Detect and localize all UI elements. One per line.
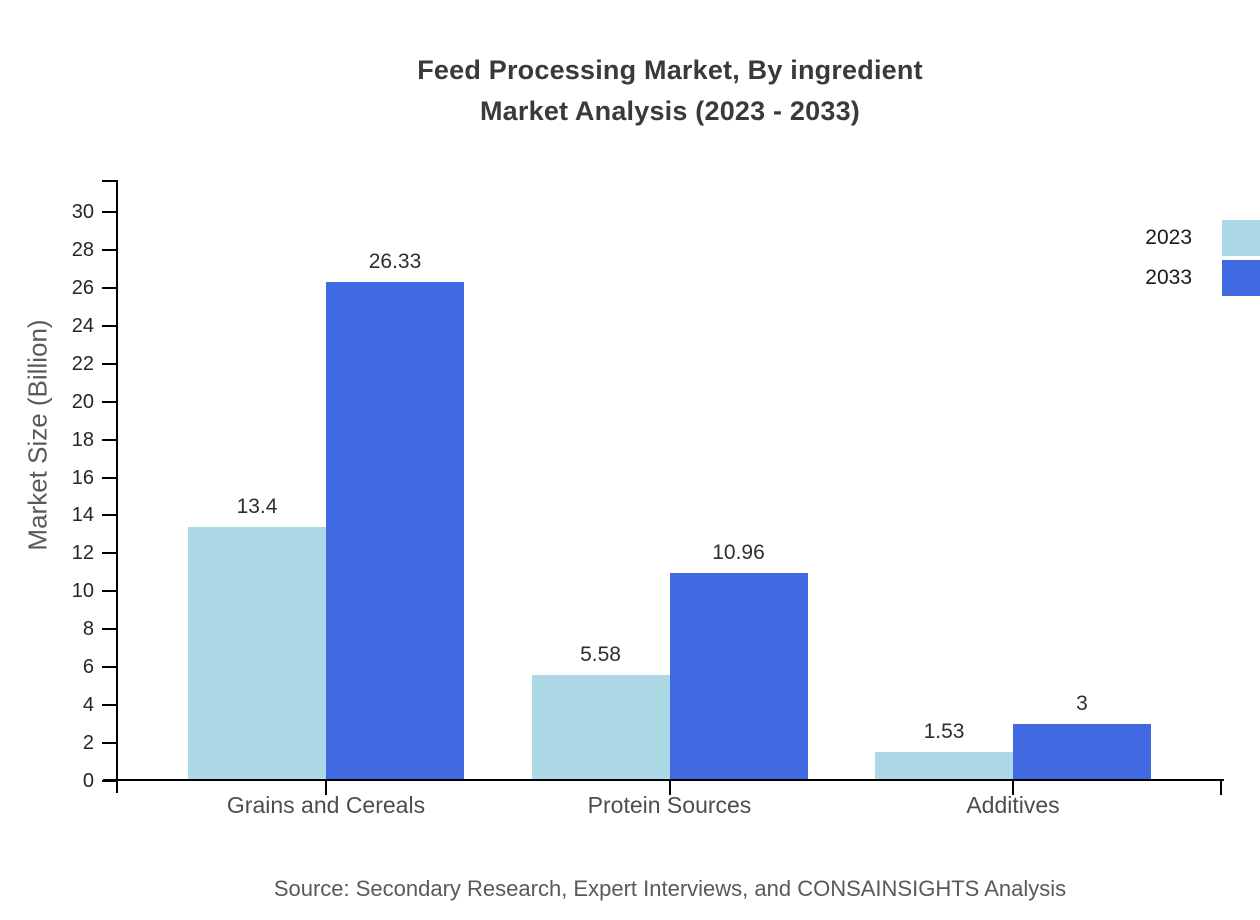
y-tick-label: 14: [71, 504, 94, 527]
legend-label: 2033: [1145, 266, 1192, 289]
y-tick-label: 22: [71, 352, 94, 375]
y-tick-mark: [102, 400, 116, 403]
bar-value-label: 26.33: [368, 250, 422, 273]
y-tick-mark: [102, 514, 116, 517]
bar-2033-0: [326, 282, 464, 781]
plot-area: 0 2 4 6 8 10 12 14 16 18 20 22 24 26 28 30 13.4 26.33 Grai…: [72, 180, 1224, 818]
y-tick-label: 20: [71, 390, 94, 413]
x-category-label: Grains and Cereals: [226, 792, 426, 818]
chart-title-line2: Market Analysis (2023 - 2033): [479, 96, 860, 126]
x-axis-line: [103, 779, 1224, 781]
y-tick-label: 2: [82, 732, 94, 755]
y-tick-label: 4: [82, 694, 94, 717]
y-tick-label: 10: [71, 580, 94, 603]
legend: 2023 2033: [1145, 218, 1260, 298]
y-tick-label: 18: [71, 428, 94, 451]
y-axis-end-cap: [102, 180, 116, 182]
y-tick-mark: [102, 742, 116, 745]
y-tick-mark: [102, 704, 116, 707]
y-tick-mark: [102, 628, 116, 631]
y-tick-label: 26: [71, 276, 94, 299]
bar-2023-2: [875, 752, 1013, 781]
y-tick-mark: [102, 324, 116, 327]
y-tick-mark: [102, 590, 116, 593]
y-tick-mark: [102, 211, 116, 213]
y-tick-label: 8: [82, 618, 94, 641]
x-tick-mark: [325, 779, 327, 795]
bar-value-label: 13.4: [236, 495, 278, 518]
chart-title-line1: Feed Processing Market, By ingredient: [417, 55, 923, 85]
x-category-label: Protein Sources: [587, 792, 752, 818]
y-tick-label: 16: [71, 466, 94, 489]
y-tick-mark: [102, 552, 116, 555]
y-tick-label: 28: [71, 238, 94, 261]
bar-2023-0: [188, 527, 326, 781]
x-tick-mark: [668, 779, 671, 795]
y-tick-mark: [102, 476, 116, 479]
source-note: Source: Secondary Research, Expert Inter…: [273, 876, 1067, 901]
y-axis-line: [116, 180, 118, 793]
x-axis-end-cap: [1220, 779, 1222, 795]
bar-2033-1: [669, 573, 808, 781]
legend-item-2023: 2023: [1145, 218, 1260, 258]
y-tick-label: 24: [71, 314, 94, 337]
y-tick-label: 0: [82, 770, 94, 792]
legend-label: 2023: [1145, 226, 1192, 249]
y-tick-mark: [102, 248, 116, 251]
y-tick-label: 6: [82, 656, 94, 679]
bar-2023-1: [531, 675, 670, 781]
y-tick-mark: [102, 666, 116, 669]
legend-swatch-2033: [1222, 260, 1260, 296]
bar-value-label: 3: [1076, 692, 1088, 715]
chart-title: Feed Processing Market, By ingredient Ma…: [80, 50, 1260, 132]
legend-item-2033: 2033: [1145, 258, 1260, 298]
y-tick-mark: [102, 780, 116, 782]
y-tick-mark: [102, 286, 116, 289]
bar-value-label: 1.53: [923, 720, 965, 743]
bar-value-label: 5.58: [580, 643, 621, 666]
x-category-label: Additives: [966, 792, 1060, 818]
bar-value-label: 10.96: [712, 541, 765, 564]
y-tick-label: 12: [71, 542, 94, 565]
legend-swatch-2023: [1222, 220, 1260, 256]
y-tick-mark: [102, 438, 116, 441]
x-tick-mark: [1012, 779, 1014, 795]
y-tick-mark: [102, 362, 116, 365]
y-tick-label: 30: [71, 201, 94, 223]
bar-2033-2: [1013, 724, 1151, 781]
